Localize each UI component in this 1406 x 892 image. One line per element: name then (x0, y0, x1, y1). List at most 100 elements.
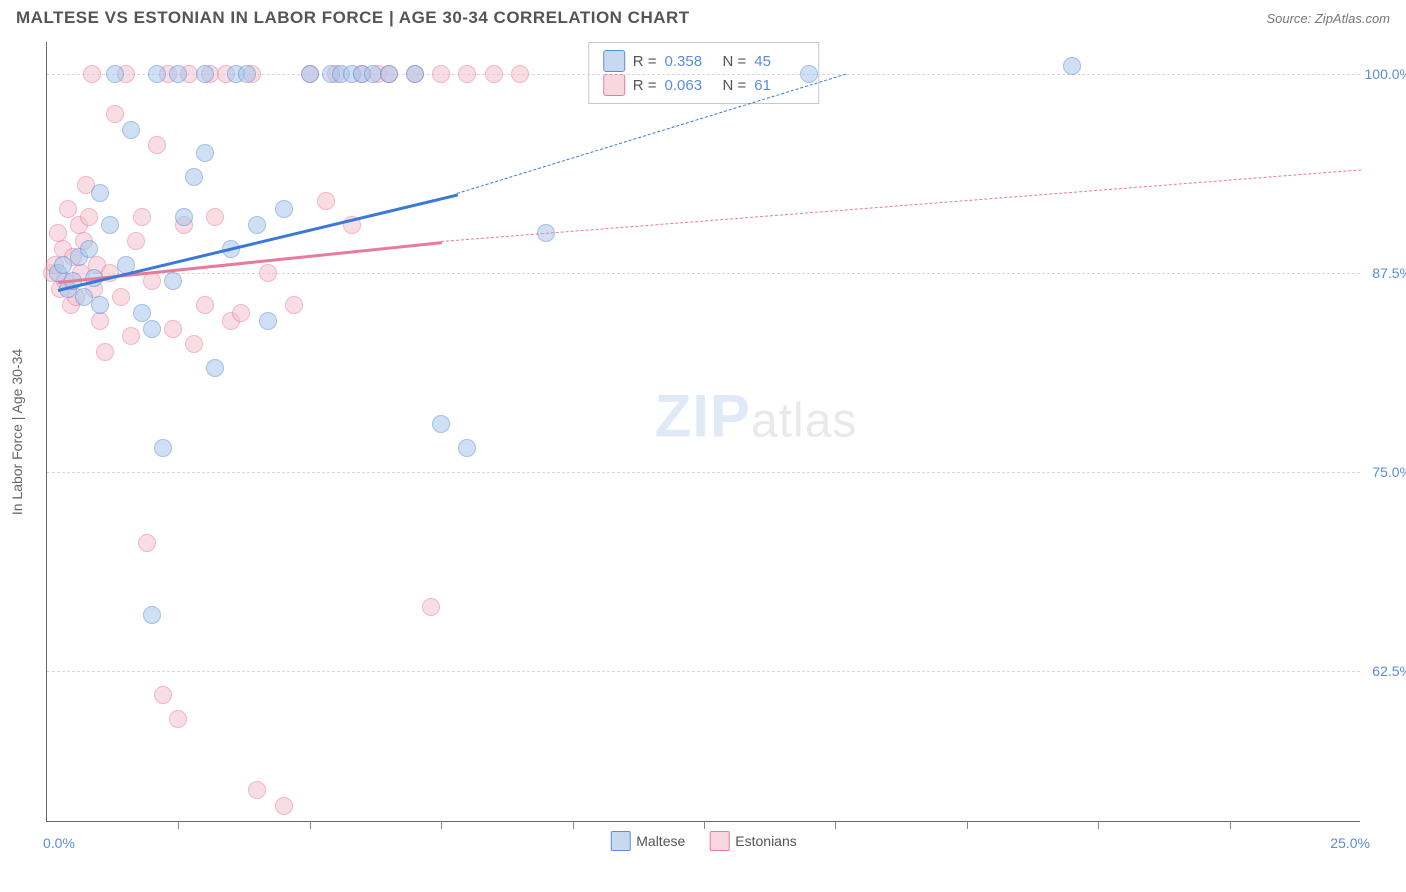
pink-trendline-dashed (441, 169, 1361, 242)
data-point (96, 343, 114, 361)
data-point (127, 232, 145, 250)
data-point (143, 272, 161, 290)
r-label: R = (633, 77, 657, 94)
r-label: R = (633, 53, 657, 70)
n-value: 61 (754, 77, 804, 94)
data-point (1063, 57, 1081, 75)
series-legend-item: Estonians (709, 831, 796, 851)
n-label: N = (723, 77, 747, 94)
x-tick (178, 821, 179, 829)
data-point (83, 65, 101, 83)
data-point (106, 65, 124, 83)
data-point (148, 136, 166, 154)
data-point (301, 65, 319, 83)
legend-label: Maltese (636, 833, 685, 849)
data-point (164, 272, 182, 290)
data-point (169, 65, 187, 83)
y-tick-label: 87.5% (1372, 265, 1406, 281)
data-point (185, 168, 203, 186)
legend-swatch (709, 831, 729, 851)
data-point (275, 797, 293, 815)
data-point (175, 208, 193, 226)
data-point (185, 335, 203, 353)
source-label: Source: ZipAtlas.com (1266, 11, 1390, 26)
y-tick-label: 75.0% (1372, 464, 1406, 480)
x-tick (704, 821, 705, 829)
x-tick (1230, 821, 1231, 829)
data-point (232, 304, 250, 322)
y-tick-label: 100.0% (1365, 66, 1406, 82)
data-point (106, 105, 124, 123)
data-point (91, 184, 109, 202)
data-point (196, 65, 214, 83)
y-axis-title: In Labor Force | Age 30-34 (9, 348, 25, 514)
data-point (101, 216, 119, 234)
x-tick (573, 821, 574, 829)
data-point (248, 216, 266, 234)
data-point (380, 65, 398, 83)
data-point (133, 208, 151, 226)
data-point (259, 264, 277, 282)
legend-swatch (610, 831, 630, 851)
data-point (485, 65, 503, 83)
x-tick (441, 821, 442, 829)
series-legend: Maltese Estonians (610, 831, 797, 851)
legend-label: Estonians (735, 833, 796, 849)
data-point (238, 65, 256, 83)
data-point (196, 144, 214, 162)
series-legend-item: Maltese (610, 831, 685, 851)
data-point (196, 296, 214, 314)
data-point (148, 65, 166, 83)
data-point (154, 439, 172, 457)
x-tick (835, 821, 836, 829)
x-axis-max-label: 25.0% (1330, 835, 1370, 851)
scatter-chart: In Labor Force | Age 30-34 ZIPatlas 0.0%… (46, 42, 1360, 822)
data-point (164, 320, 182, 338)
gridline (47, 671, 1360, 672)
data-point (154, 686, 172, 704)
data-point (169, 710, 187, 728)
x-tick (310, 821, 311, 829)
data-point (91, 312, 109, 330)
gridline (47, 472, 1360, 473)
r-value: 0.063 (665, 77, 715, 94)
data-point (422, 598, 440, 616)
data-point (138, 534, 156, 552)
watermark: ZIPatlas (655, 381, 858, 450)
blue-trendline (57, 193, 457, 291)
data-point (432, 65, 450, 83)
data-point (143, 606, 161, 624)
data-point (143, 320, 161, 338)
data-point (275, 200, 293, 218)
data-point (285, 296, 303, 314)
legend-swatch (603, 50, 625, 72)
data-point (432, 415, 450, 433)
data-point (91, 296, 109, 314)
data-point (133, 304, 151, 322)
data-point (458, 439, 476, 457)
data-point (80, 208, 98, 226)
legend-swatch (603, 74, 625, 96)
data-point (511, 65, 529, 83)
data-point (80, 240, 98, 258)
legend-row: R = 0.063 N = 61 (603, 73, 805, 97)
data-point (406, 65, 424, 83)
header: MALTESE VS ESTONIAN IN LABOR FORCE | AGE… (0, 0, 1406, 36)
x-tick (967, 821, 968, 829)
n-value: 45 (754, 53, 804, 70)
gridline (47, 273, 1360, 274)
data-point (317, 192, 335, 210)
data-point (112, 288, 130, 306)
x-axis-min-label: 0.0% (43, 835, 75, 851)
data-point (206, 359, 224, 377)
data-point (206, 208, 224, 226)
data-point (259, 312, 277, 330)
legend-row: R = 0.358 N = 45 (603, 49, 805, 73)
n-label: N = (723, 53, 747, 70)
y-tick-label: 62.5% (1372, 663, 1406, 679)
r-value: 0.358 (665, 53, 715, 70)
chart-title: MALTESE VS ESTONIAN IN LABOR FORCE | AGE… (16, 8, 690, 28)
x-tick (1098, 821, 1099, 829)
data-point (248, 781, 266, 799)
data-point (800, 65, 818, 83)
